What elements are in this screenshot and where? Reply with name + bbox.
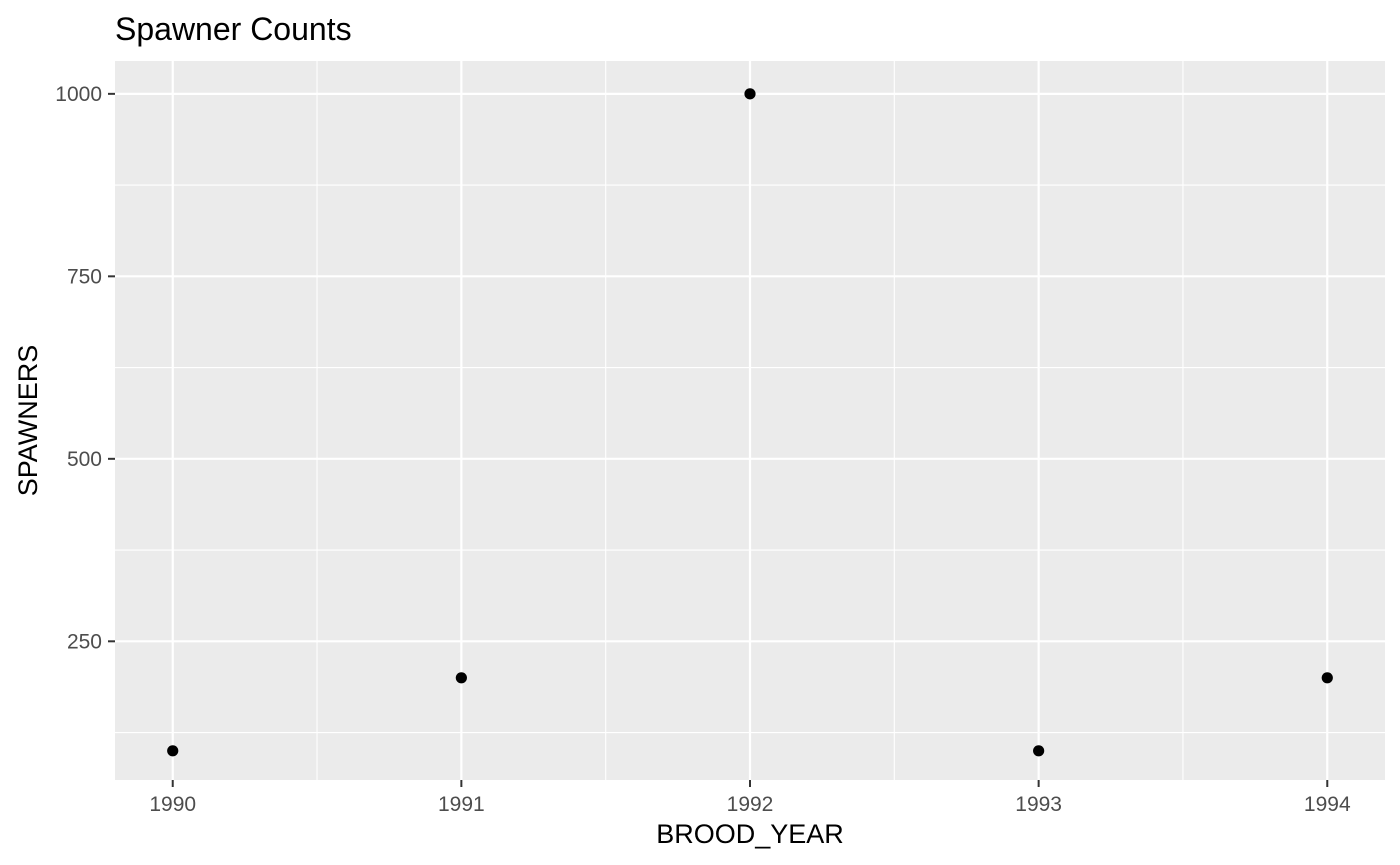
data-point (167, 745, 179, 757)
y-tick-label: 500 (67, 448, 102, 471)
x-tick-label: 1992 (727, 793, 774, 816)
data-points (167, 88, 1333, 757)
data-point (1033, 745, 1045, 757)
y-tick-label: 750 (67, 265, 102, 288)
x-axis-title: BROOD_YEAR (656, 819, 844, 849)
x-tick-label: 1994 (1304, 793, 1351, 816)
data-point (744, 88, 756, 100)
x-tick-label: 1990 (149, 793, 196, 816)
chart-title: Spawner Counts (115, 11, 352, 47)
data-point (1321, 672, 1333, 684)
y-axis-title: SPAWNERS (13, 345, 43, 497)
data-point (455, 672, 467, 684)
x-tick-label: 1991 (438, 793, 485, 816)
y-axis: 250 500 750 1000 (55, 83, 115, 653)
major-gridlines (115, 61, 1385, 780)
y-tick-label: 1000 (55, 83, 102, 106)
x-axis: 1990 1991 1992 1993 1994 (149, 780, 1351, 816)
y-tick-label: 250 (67, 630, 102, 653)
x-tick-label: 1993 (1015, 793, 1062, 816)
